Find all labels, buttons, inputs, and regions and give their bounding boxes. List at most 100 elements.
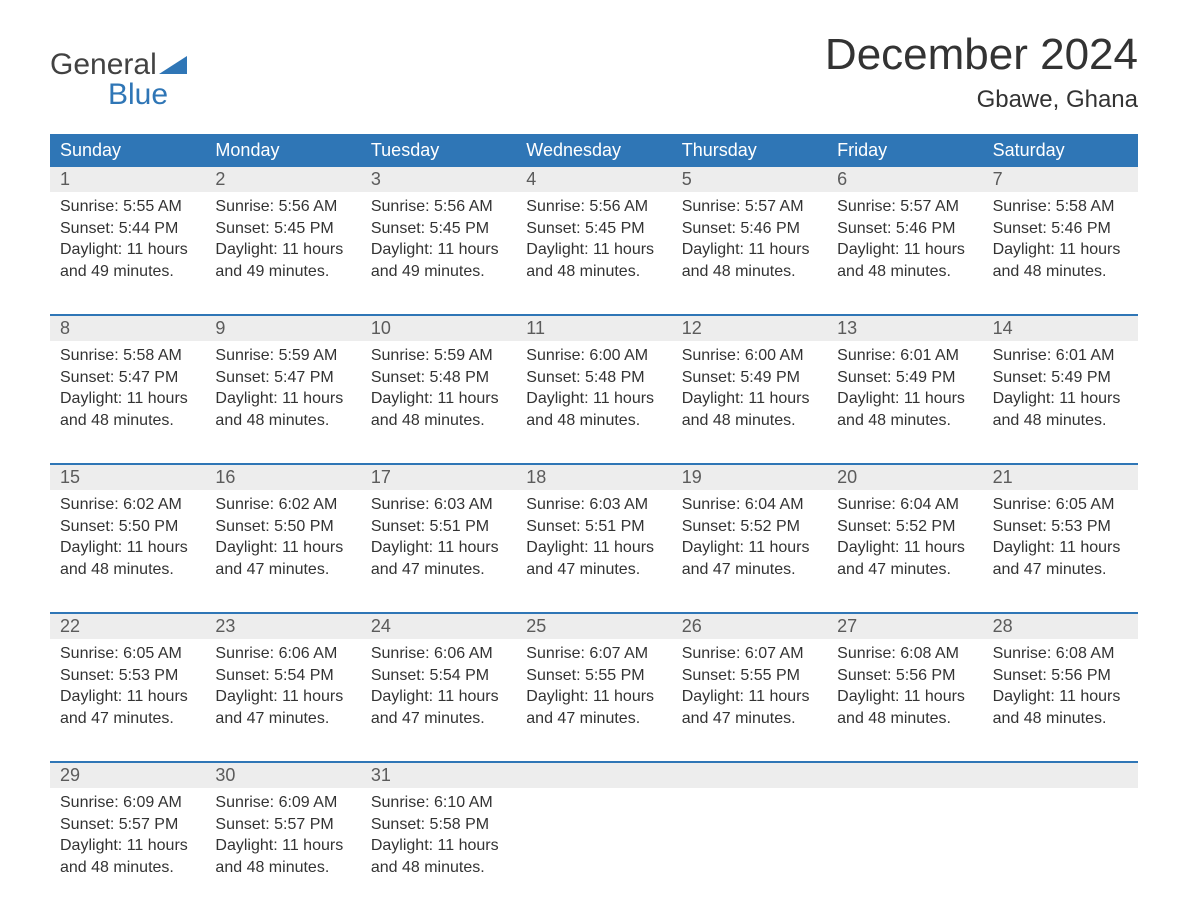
daylight-line-2: and 48 minutes.: [60, 410, 195, 432]
day-number: 1: [50, 167, 205, 192]
calendar-week: 891011121314Sunrise: 5:58 AMSunset: 5:47…: [50, 316, 1138, 441]
day-number: 8: [50, 316, 205, 341]
day-number: 6: [827, 167, 982, 192]
sunrise-line: Sunrise: 6:02 AM: [215, 494, 350, 516]
sunrise-line: Sunrise: 5:58 AM: [60, 345, 195, 367]
sunrise-line: Sunrise: 6:05 AM: [993, 494, 1128, 516]
daylight-line-1: Daylight: 11 hours: [837, 686, 972, 708]
daylight-line-2: and 49 minutes.: [371, 261, 506, 283]
sunset-line: Sunset: 5:47 PM: [215, 367, 350, 389]
day-header: Thursday: [672, 134, 827, 167]
daylight-line-1: Daylight: 11 hours: [60, 835, 195, 857]
day-number: 13: [827, 316, 982, 341]
sunrise-line: Sunrise: 6:01 AM: [837, 345, 972, 367]
sunset-line: Sunset: 5:46 PM: [837, 218, 972, 240]
day-number: 21: [983, 465, 1138, 490]
title-block: December 2024 Gbawe, Ghana: [825, 30, 1138, 114]
day-cell: Sunrise: 6:02 AMSunset: 5:50 PMDaylight:…: [50, 490, 205, 590]
sunset-line: Sunset: 5:47 PM: [60, 367, 195, 389]
daylight-line-2: and 47 minutes.: [682, 559, 817, 581]
day-cell: Sunrise: 5:56 AMSunset: 5:45 PMDaylight:…: [361, 192, 516, 292]
day-number: 28: [983, 614, 1138, 639]
day-cell: Sunrise: 6:08 AMSunset: 5:56 PMDaylight:…: [827, 639, 982, 739]
day-cell: Sunrise: 6:03 AMSunset: 5:51 PMDaylight:…: [361, 490, 516, 590]
sunrise-line: Sunrise: 6:04 AM: [837, 494, 972, 516]
sunrise-line: Sunrise: 6:09 AM: [215, 792, 350, 814]
daylight-line-1: Daylight: 11 hours: [993, 537, 1128, 559]
daylight-line-2: and 47 minutes.: [837, 559, 972, 581]
sunrise-line: Sunrise: 6:08 AM: [993, 643, 1128, 665]
day-number: 9: [205, 316, 360, 341]
day-cell: Sunrise: 6:06 AMSunset: 5:54 PMDaylight:…: [205, 639, 360, 739]
sunset-line: Sunset: 5:55 PM: [682, 665, 817, 687]
sunset-line: Sunset: 5:55 PM: [526, 665, 661, 687]
daylight-line-1: Daylight: 11 hours: [215, 239, 350, 261]
sunset-line: Sunset: 5:54 PM: [371, 665, 506, 687]
daylight-line-1: Daylight: 11 hours: [837, 239, 972, 261]
daylight-line-2: and 48 minutes.: [993, 708, 1128, 730]
sunset-line: Sunset: 5:51 PM: [371, 516, 506, 538]
day-cell: Sunrise: 6:03 AMSunset: 5:51 PMDaylight:…: [516, 490, 671, 590]
sunrise-line: Sunrise: 6:08 AM: [837, 643, 972, 665]
sunset-line: Sunset: 5:57 PM: [215, 814, 350, 836]
daylight-line-2: and 48 minutes.: [993, 261, 1128, 283]
daylight-line-1: Daylight: 11 hours: [60, 686, 195, 708]
calendar-week: 22232425262728Sunrise: 6:05 AMSunset: 5:…: [50, 614, 1138, 739]
daylight-line-2: and 48 minutes.: [215, 857, 350, 879]
daylight-line-2: and 47 minutes.: [371, 708, 506, 730]
daylight-line-1: Daylight: 11 hours: [526, 239, 661, 261]
daylight-line-1: Daylight: 11 hours: [215, 686, 350, 708]
daylight-line-1: Daylight: 11 hours: [993, 388, 1128, 410]
day-number: 23: [205, 614, 360, 639]
day-cell: [672, 788, 827, 888]
day-number-row: 1234567: [50, 167, 1138, 192]
daylight-line-2: and 47 minutes.: [526, 559, 661, 581]
day-cell: Sunrise: 6:08 AMSunset: 5:56 PMDaylight:…: [983, 639, 1138, 739]
daylight-line-1: Daylight: 11 hours: [60, 239, 195, 261]
sunset-line: Sunset: 5:53 PM: [993, 516, 1128, 538]
daylight-line-2: and 47 minutes.: [993, 559, 1128, 581]
daylight-line-2: and 48 minutes.: [837, 708, 972, 730]
daylight-line-2: and 48 minutes.: [526, 261, 661, 283]
sunset-line: Sunset: 5:57 PM: [60, 814, 195, 836]
day-number: 18: [516, 465, 671, 490]
brand-triangle-icon: [159, 50, 187, 80]
day-number: [516, 763, 671, 788]
sunrise-line: Sunrise: 5:59 AM: [215, 345, 350, 367]
day-header: Friday: [827, 134, 982, 167]
sunset-line: Sunset: 5:46 PM: [993, 218, 1128, 240]
calendar-week: 1234567Sunrise: 5:55 AMSunset: 5:44 PMDa…: [50, 167, 1138, 292]
day-number: 17: [361, 465, 516, 490]
day-cell: Sunrise: 6:06 AMSunset: 5:54 PMDaylight:…: [361, 639, 516, 739]
sunset-line: Sunset: 5:50 PM: [215, 516, 350, 538]
daylight-line-2: and 48 minutes.: [837, 261, 972, 283]
daylight-line-1: Daylight: 11 hours: [526, 388, 661, 410]
page-title: December 2024: [825, 30, 1138, 80]
day-number-row: 15161718192021: [50, 465, 1138, 490]
sunrise-line: Sunrise: 5:55 AM: [60, 196, 195, 218]
day-cell: Sunrise: 6:04 AMSunset: 5:52 PMDaylight:…: [672, 490, 827, 590]
day-cell: Sunrise: 5:58 AMSunset: 5:47 PMDaylight:…: [50, 341, 205, 441]
day-cell: Sunrise: 6:07 AMSunset: 5:55 PMDaylight:…: [516, 639, 671, 739]
sunset-line: Sunset: 5:50 PM: [60, 516, 195, 538]
day-header: Saturday: [983, 134, 1138, 167]
day-body-row: Sunrise: 6:09 AMSunset: 5:57 PMDaylight:…: [50, 788, 1138, 888]
day-cell: Sunrise: 6:01 AMSunset: 5:49 PMDaylight:…: [983, 341, 1138, 441]
sunrise-line: Sunrise: 6:01 AM: [993, 345, 1128, 367]
daylight-line-1: Daylight: 11 hours: [526, 686, 661, 708]
day-number: 29: [50, 763, 205, 788]
day-number: 14: [983, 316, 1138, 341]
day-body-row: Sunrise: 6:02 AMSunset: 5:50 PMDaylight:…: [50, 490, 1138, 590]
day-number: 19: [672, 465, 827, 490]
day-cell: Sunrise: 5:59 AMSunset: 5:48 PMDaylight:…: [361, 341, 516, 441]
daylight-line-2: and 48 minutes.: [682, 261, 817, 283]
day-cell: Sunrise: 6:05 AMSunset: 5:53 PMDaylight:…: [983, 490, 1138, 590]
day-number: 26: [672, 614, 827, 639]
daylight-line-2: and 48 minutes.: [371, 857, 506, 879]
day-number: 25: [516, 614, 671, 639]
sunset-line: Sunset: 5:56 PM: [993, 665, 1128, 687]
sunrise-line: Sunrise: 6:07 AM: [526, 643, 661, 665]
day-number: 7: [983, 167, 1138, 192]
day-cell: Sunrise: 6:04 AMSunset: 5:52 PMDaylight:…: [827, 490, 982, 590]
daylight-line-1: Daylight: 11 hours: [215, 537, 350, 559]
